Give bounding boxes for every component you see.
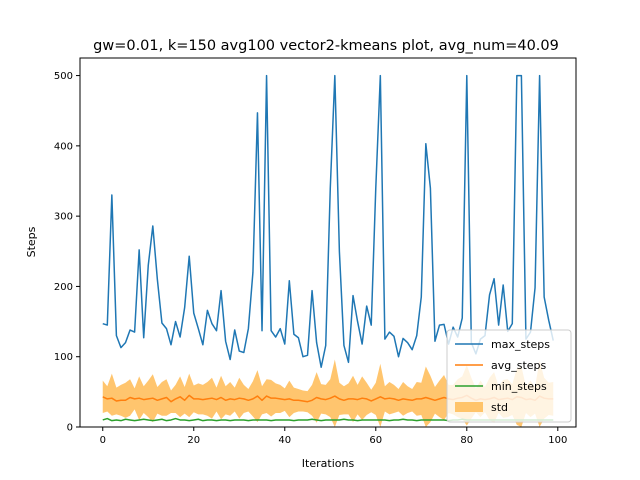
x-tick-label: 80	[460, 435, 473, 446]
y-axis-label: Steps	[25, 226, 38, 257]
x-tick-label: 40	[278, 435, 291, 446]
legend-swatch-std	[455, 402, 483, 412]
y-axis: 0 100 200 300 400 500	[54, 71, 80, 434]
legend-box	[446, 329, 572, 423]
y-tick-label: 500	[54, 71, 73, 82]
chart-title: gw=0.01, k=150 avg100 vector2-kmeans plo…	[93, 38, 559, 54]
x-tick-label: 20	[187, 435, 200, 446]
y-tick-label: 300	[54, 212, 73, 223]
legend-label-std: std	[491, 401, 508, 414]
legend-label-min_steps: min_steps	[491, 380, 547, 393]
legend-label-max_steps: max_steps	[491, 338, 550, 351]
x-axis-label: Iterations	[302, 457, 355, 470]
y-tick-label: 100	[54, 352, 73, 363]
series-group	[102, 74, 554, 427]
x-tick-label: 0	[100, 435, 106, 446]
x-tick-label: 60	[369, 435, 382, 446]
legend-label-avg_steps: avg_steps	[491, 359, 547, 372]
x-tick-label: 100	[548, 435, 567, 446]
plot-area	[102, 74, 554, 427]
y-tick-label: 200	[54, 282, 73, 293]
y-tick-label: 0	[67, 423, 73, 434]
y-tick-label: 400	[54, 141, 73, 152]
axes-frame	[79, 57, 577, 428]
x-axis: 0 20 40 60 80 100	[100, 427, 567, 446]
series-band-std	[102, 359, 554, 427]
